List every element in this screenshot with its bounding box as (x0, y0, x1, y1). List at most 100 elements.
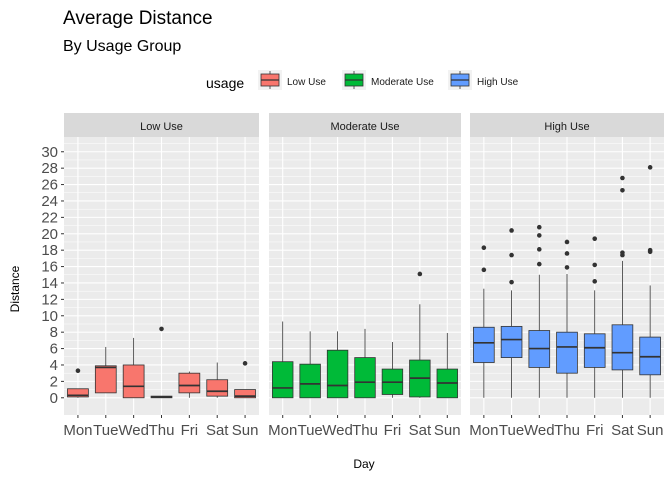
y-tick-label: 10 (41, 308, 58, 325)
outlier-point (536, 224, 542, 230)
box-group (639, 165, 661, 398)
outlier-point (417, 271, 423, 277)
box (272, 361, 294, 399)
facet-strip (64, 113, 259, 137)
outlier-point (592, 236, 598, 241)
facet-panel: Low Use Mon Tue Wed Thu Fri Sat Sun (63, 113, 259, 439)
legend: usage Low Use Moderate Use High Use (206, 70, 519, 91)
box-group (67, 368, 89, 398)
outlier-point (647, 247, 653, 253)
outlier-point (564, 251, 570, 256)
box-group (409, 271, 431, 398)
box-group (299, 331, 321, 399)
facet-strip-label: Low Use (140, 121, 183, 133)
outlier-point (159, 326, 164, 332)
box (500, 326, 523, 358)
facet-strip (269, 113, 461, 137)
box (94, 365, 117, 394)
box (611, 324, 634, 371)
y-tick-label: 8 (50, 324, 58, 341)
facet-strip-label: High Use (544, 121, 589, 133)
box (234, 389, 256, 399)
box-group (354, 328, 376, 399)
box-group (583, 236, 606, 398)
box-group (234, 361, 256, 399)
box (67, 388, 89, 398)
outlier-point (509, 252, 514, 258)
outlier-point (564, 265, 570, 270)
y-tick-label: 16 (41, 259, 58, 276)
box-group (381, 342, 404, 398)
box-group (326, 331, 349, 399)
x-tick-label: Sat (206, 422, 229, 439)
y-tick-label: 14 (41, 275, 58, 292)
legend-item: Low Use (258, 70, 326, 90)
outlier-point (481, 245, 487, 251)
y-tick-label: 24 (41, 193, 58, 210)
outlier-point (620, 188, 625, 193)
y-tick-label: 26 (41, 177, 58, 194)
facet-strip (470, 113, 664, 137)
box-group (473, 245, 495, 398)
legend-item: Moderate Use (342, 70, 434, 90)
y-tick-label: 6 (50, 341, 58, 358)
x-tick-label: Tue (93, 422, 118, 439)
x-tick-label: Sun (232, 422, 259, 439)
x-tick-label: Wed (118, 422, 149, 439)
legend-label: High Use (477, 77, 519, 88)
outlier-point (536, 261, 542, 267)
x-tick-label: Mon (268, 422, 297, 439)
facet-panel: High Use Mon Tue Wed Thu Fri Sat Sun (469, 113, 664, 439)
outlier-point (509, 228, 514, 233)
y-tick-label: 0 (50, 390, 58, 407)
outlier-point (564, 239, 570, 245)
legend-title: usage (206, 75, 244, 91)
legend-label: Low Use (287, 77, 326, 88)
box-group (500, 228, 523, 398)
x-tick-label: Sat (611, 422, 634, 439)
x-tick-label: Wed (322, 422, 353, 439)
outlier-point (536, 233, 542, 238)
box-group (122, 337, 145, 399)
outlier-point (481, 267, 487, 273)
box (583, 333, 606, 368)
x-tick-label: Tue (499, 422, 524, 439)
box-group (556, 239, 578, 398)
legend-items: Low Use Moderate Use High Use (258, 70, 519, 90)
chart-subtitle: By Usage Group (63, 38, 181, 55)
outlier-point (75, 368, 81, 374)
box-group (528, 224, 551, 398)
x-tick-label: Sun (637, 422, 664, 439)
y-tick-label: 4 (50, 357, 58, 374)
x-tick-label: Thu (352, 422, 378, 439)
box (299, 363, 321, 399)
y-tick-label: 20 (41, 226, 58, 243)
box (556, 331, 578, 374)
box (473, 326, 495, 363)
x-tick-label: Thu (149, 422, 175, 439)
y-tick-label: 2 (50, 373, 58, 390)
outlier-point (620, 175, 625, 181)
facet-panel: Moderate Use Mon Tue Wed Thu Fri Sat Sun (268, 113, 461, 439)
y-tick-label: 28 (41, 160, 58, 177)
x-tick-label: Mon (469, 422, 498, 439)
x-tick-label: Fri (384, 422, 402, 439)
y-tick-label: 12 (41, 291, 58, 308)
box-group (272, 321, 294, 399)
outlier-point (536, 247, 542, 252)
y-tick-label: 22 (41, 209, 58, 226)
legend-item: High Use (448, 70, 519, 90)
outlier-point (620, 250, 625, 255)
x-axis-title: Day (353, 457, 374, 471)
chart-title: Average Distance (63, 8, 213, 29)
outlier-point (647, 165, 653, 170)
box-group (150, 326, 173, 399)
box-group (206, 362, 229, 398)
x-tick-label: Tue (297, 422, 322, 439)
box-group (611, 175, 634, 398)
facet-strip-label: Moderate Use (330, 121, 399, 133)
y-axis-title: Distance (8, 265, 22, 312)
